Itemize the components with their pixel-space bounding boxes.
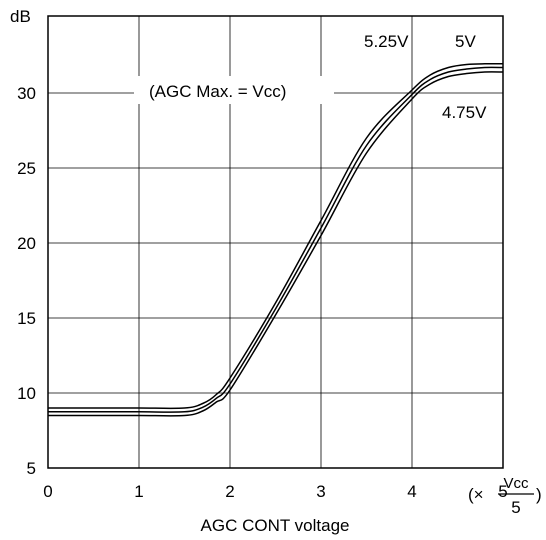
annotation-bg xyxy=(134,76,334,104)
x-unit-prefix: (× xyxy=(468,485,484,504)
x-tick-label: 5 xyxy=(498,482,507,501)
series-line-5.25v xyxy=(48,62,504,410)
series-lines xyxy=(47,62,504,417)
series-line-5v xyxy=(47,66,504,413)
x-axis-label: AGC CONT voltage xyxy=(201,516,350,535)
x-tick-label: 3 xyxy=(316,482,325,501)
series-label-5v: 5V xyxy=(455,32,476,51)
x-tick-label: 0 xyxy=(43,482,52,501)
series-line-4.75v xyxy=(48,71,504,417)
y-tick-label: 20 xyxy=(17,234,36,253)
annotation-label: (AGC Max. = Vcc) xyxy=(149,82,286,101)
y-tick-label: 15 xyxy=(17,309,36,328)
x-tick-label: 4 xyxy=(407,482,416,501)
x-unit-suffix: ) xyxy=(536,485,542,504)
x-tick-label: 2 xyxy=(225,482,234,501)
x-unit-numerator: Vcc xyxy=(503,475,529,492)
x-tick-labels: 0 1 2 3 4 5 xyxy=(43,482,507,501)
plot-frame xyxy=(47,15,504,469)
y-tick-label: 10 xyxy=(17,384,36,403)
y-tick-label: 5 xyxy=(27,459,36,478)
x-tick-label: 1 xyxy=(134,482,143,501)
y-axis-label: dB xyxy=(10,7,31,26)
y-tick-labels: 5 10 15 20 25 30 xyxy=(17,84,36,478)
series-label-4.75v: 4.75V xyxy=(442,103,487,122)
y-tick-label: 30 xyxy=(17,84,36,103)
series-label-5.25v: 5.25V xyxy=(364,32,409,51)
y-tick-label: 25 xyxy=(17,159,36,178)
x-unit-denominator: 5 xyxy=(511,498,520,517)
